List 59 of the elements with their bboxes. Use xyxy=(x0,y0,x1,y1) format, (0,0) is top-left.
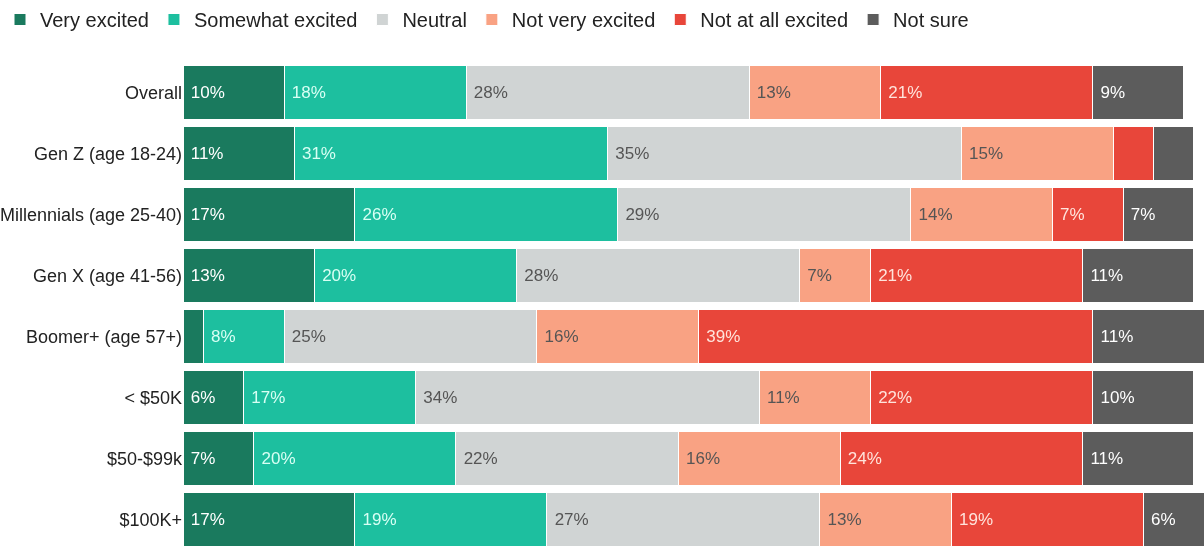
legend-label: Somewhat excited xyxy=(193,9,358,32)
legend-label: Very excited xyxy=(40,9,149,32)
data-label: 34% xyxy=(418,388,458,407)
data-label: 11% xyxy=(1095,327,1134,346)
data-label: 11% xyxy=(1085,449,1124,468)
data-label: 7% xyxy=(802,266,832,285)
data-label: 20% xyxy=(317,266,357,285)
y-tick-label: $100K+ xyxy=(119,509,182,530)
data-label: 22% xyxy=(458,449,498,468)
data-label: 21% xyxy=(883,83,923,102)
data-label: 13% xyxy=(822,510,862,529)
data-label: 20% xyxy=(256,449,296,468)
data-label: 31% xyxy=(297,144,336,163)
data-label: 19% xyxy=(357,510,397,529)
data-label: 11% xyxy=(762,388,800,407)
data-label: 9% xyxy=(1095,83,1126,102)
data-label: 18% xyxy=(287,83,326,102)
data-label: 25% xyxy=(287,327,326,346)
y-tick-label: Boomer+ (age 57+) xyxy=(25,326,182,347)
data-label: 10% xyxy=(186,83,225,102)
data-label: 27% xyxy=(549,510,589,529)
data-label: 7% xyxy=(1126,205,1156,224)
data-label: 19% xyxy=(954,510,994,529)
legend-label: Not at all excited xyxy=(700,9,849,32)
data-label: 11% xyxy=(186,144,224,163)
data-label: 28% xyxy=(519,266,559,285)
y-tick-label: < $50K xyxy=(124,387,182,408)
data-label: 6% xyxy=(186,388,216,407)
data-label: 8% xyxy=(206,327,236,346)
data-label: 28% xyxy=(469,83,508,102)
data-label: 39% xyxy=(701,327,741,346)
data-label: 15% xyxy=(964,144,1004,163)
data-label: 35% xyxy=(610,144,650,163)
y-tick-label: Gen X (age 41-56) xyxy=(32,265,182,286)
data-label: 21% xyxy=(873,266,913,285)
data-label: 7% xyxy=(186,449,216,468)
data-label: 24% xyxy=(843,449,882,468)
data-label: 14% xyxy=(913,205,953,224)
data-label: 10% xyxy=(1095,388,1135,407)
data-label: 11% xyxy=(1085,266,1124,285)
data-label: 17% xyxy=(186,510,225,529)
y-tick-label: Millennials (age 25-40) xyxy=(0,204,182,225)
data-label: 7% xyxy=(1055,205,1085,224)
y-tick-label: $50-$99k xyxy=(106,448,183,469)
data-label: 17% xyxy=(186,205,225,224)
data-label: 13% xyxy=(752,83,791,102)
data-label: 13% xyxy=(186,266,225,285)
legend-label: Not sure xyxy=(893,9,969,32)
data-label: 6% xyxy=(1146,510,1176,529)
data-label: 16% xyxy=(681,449,721,468)
legend-label: Not very excited xyxy=(511,9,656,32)
data-label: 17% xyxy=(246,388,286,407)
y-tick-label: Overall xyxy=(124,82,182,103)
data-label: 22% xyxy=(873,388,913,407)
data-label: 29% xyxy=(620,205,660,224)
y-tick-label: Gen Z (age 18-24) xyxy=(33,143,182,164)
legend-label: Neutral xyxy=(402,9,467,32)
data-label: 16% xyxy=(539,327,579,346)
data-label: 26% xyxy=(357,205,397,224)
